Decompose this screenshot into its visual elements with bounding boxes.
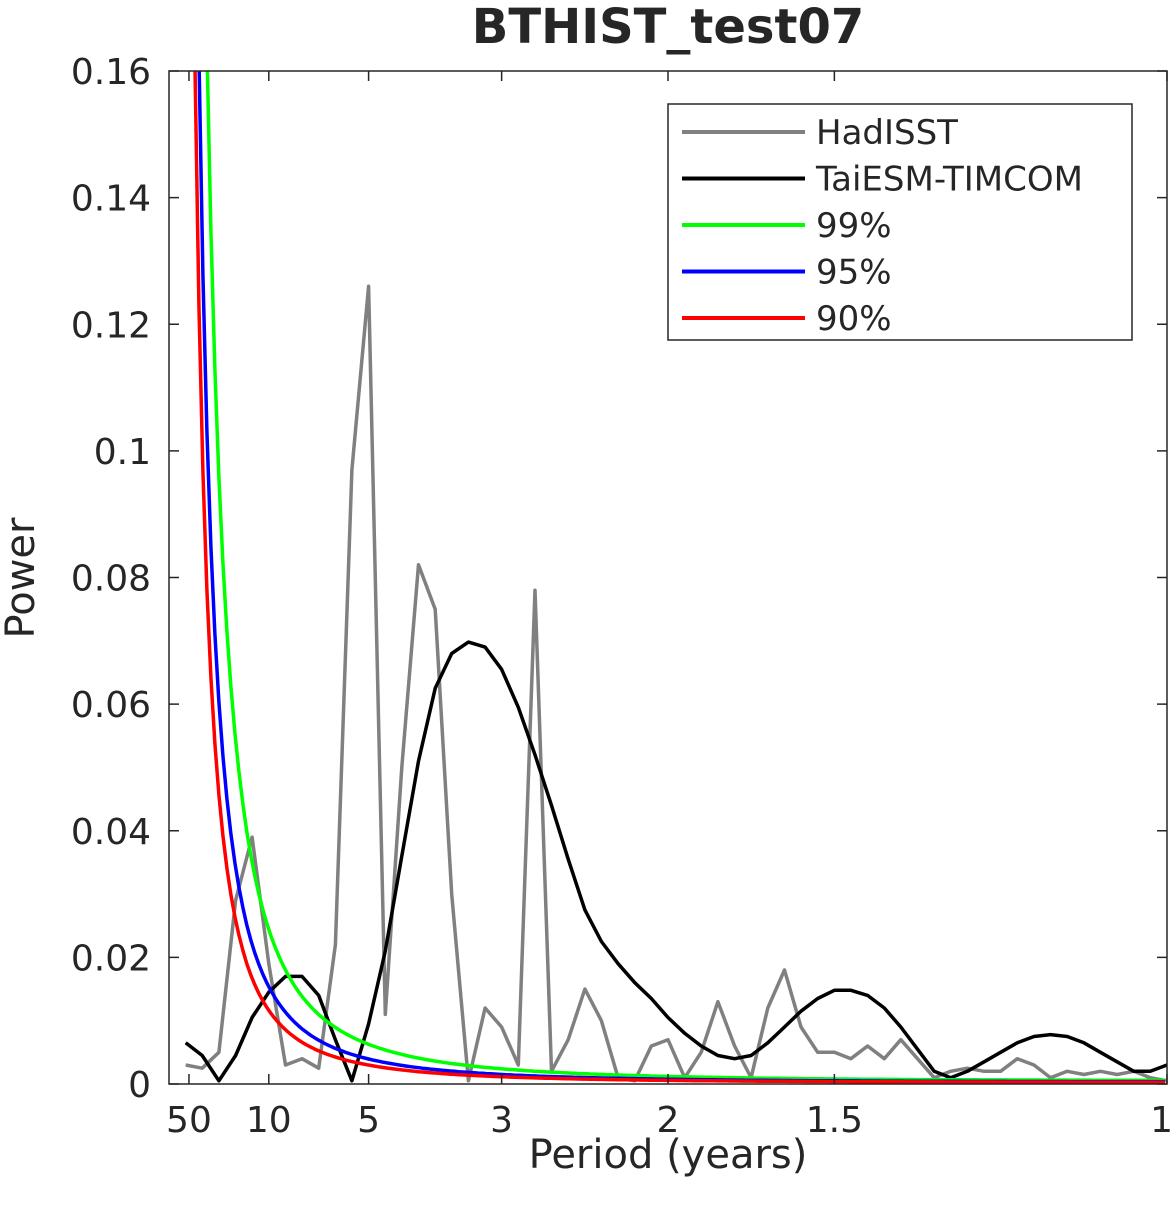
y-tick-label: 0.04 — [71, 812, 151, 853]
y-tick-label: 0.1 — [94, 432, 151, 473]
y-tick-label: 0 — [128, 1065, 151, 1106]
x-tick-label: 50 — [166, 1100, 212, 1141]
series-line-4 — [193, 71, 1165, 1084]
x-tick-label: 10 — [246, 1100, 292, 1141]
x-tick-label: 2 — [657, 1100, 680, 1141]
y-tick-label: 0.12 — [71, 305, 151, 346]
y-tick-label: 0.16 — [71, 52, 151, 93]
x-axis: 50 10 5 3 2 1.5 1 — [166, 71, 1171, 1141]
x-tick-label: 3 — [490, 1100, 513, 1141]
y-tick-label: 0.06 — [71, 685, 151, 726]
y-axis-label: Power — [0, 517, 44, 638]
x-tick-label: 1.5 — [806, 1100, 863, 1141]
legend-label: 90% — [816, 299, 892, 339]
y-axis: 0 0.02 0.04 0.06 0.08 0.1 0.12 0.14 0.16 — [71, 52, 1167, 1106]
x-axis-label: Period (years) — [529, 1132, 808, 1178]
legend-label: 95% — [816, 253, 892, 293]
legend-label: 99% — [816, 206, 892, 246]
legend-label: TaiESM-TIMCOM — [815, 160, 1083, 200]
x-tick-label: 5 — [357, 1100, 380, 1141]
y-tick-label: 0.08 — [71, 559, 151, 600]
legend-box — [667, 103, 1133, 341]
y-tick-label: 0.14 — [71, 179, 151, 220]
chart-title: BTHIST_test07 — [472, 0, 864, 55]
series-line-0 — [185, 284, 1167, 1083]
series-line-1 — [184, 640, 1167, 1083]
series-layer — [184, 71, 1167, 1084]
x-tick-label: 1 — [1150, 1100, 1171, 1141]
y-tick-label: 0.02 — [71, 938, 151, 979]
legend-label: HadISST — [816, 113, 958, 153]
legend: HadISST TaiESM-TIMCOM 99% 95% 90% — [667, 103, 1133, 341]
